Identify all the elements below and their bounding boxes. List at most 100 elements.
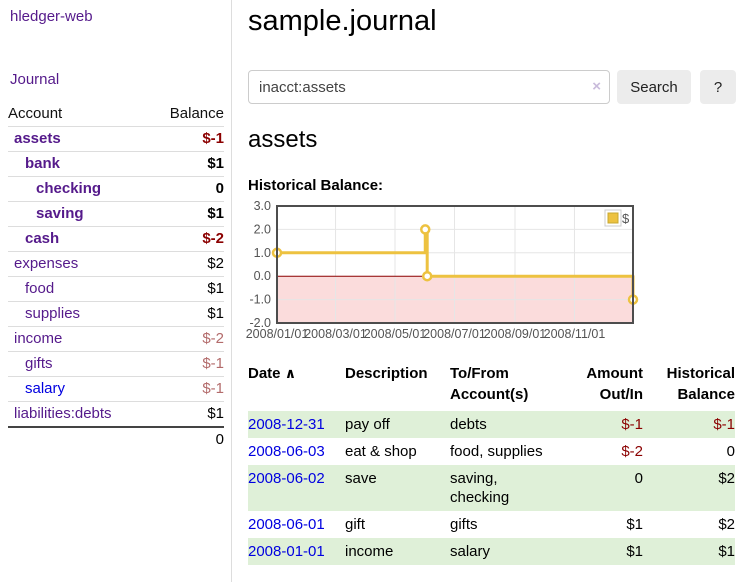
account-link[interactable]: checking [36, 180, 102, 197]
account-row: salary $-1 [8, 376, 224, 402]
account-link[interactable]: bank [25, 155, 61, 172]
register-header-amount: Amount Out/In [586, 365, 643, 403]
x-axis-tick-label: 2008/09/01 [484, 327, 547, 341]
balance-chart: 3.0 2.0 1.0 0.0 -1.0 -2.02008/01/012008/03/01… [246, 200, 639, 341]
account-balance: $1 [149, 201, 224, 227]
transaction-row: 2008-01-01 income salary $1 $1 [248, 538, 735, 565]
account-balance: $-2 [149, 226, 224, 252]
register-header-balance: Historical Balance [666, 365, 735, 403]
y-axis-tick-label: 3.0 [254, 200, 271, 213]
account-link[interactable]: saving [36, 205, 84, 222]
register-table-body: 2008-12-31 pay off debts $-1 $-1 2008-06-03 ea… [248, 411, 735, 565]
accounts-total-row: 0 [8, 426, 224, 452]
x-axis-tick-label: 2008/07/01 [423, 327, 486, 341]
clear-search-icon[interactable]: × [592, 78, 601, 95]
account-row: food $1 [8, 276, 224, 302]
account-row: expenses $2 [8, 251, 224, 277]
transaction-row: 2008-06-01 gift gifts $1 $2 [248, 511, 735, 538]
transaction-row: 2008-12-31 pay off debts $-1 $-1 [248, 411, 735, 438]
accounts-table-body: assets $-1 bank $1 checking 0 saving $1 cash $-2 e… [8, 126, 224, 427]
account-balance: $-1 [149, 351, 224, 377]
account-link[interactable]: cash [25, 230, 60, 247]
journal-link[interactable]: Journal [10, 71, 60, 88]
transaction-accounts: saving, checking [450, 470, 510, 506]
account-balance: $2 [149, 251, 224, 277]
app-title-link[interactable]: hledger-web [10, 8, 93, 25]
transaction-amount: $1 [626, 516, 643, 533]
account-balance: 0 [149, 176, 224, 202]
transaction-description: eat & shop [345, 443, 417, 460]
register-table: Date ∧ Description To/From Account(s) Am… [248, 363, 735, 565]
transaction-row: 2008-06-02 save saving, checking 0 $2 [248, 465, 735, 511]
accounts-header-account: Account [8, 105, 63, 122]
y-axis-tick-label: 2.0 [254, 222, 271, 236]
legend-swatch [607, 212, 619, 224]
search-input[interactable] [248, 70, 610, 104]
account-row: income $-2 [8, 326, 224, 352]
accounts-total-spacer [8, 426, 150, 452]
data-point-marker [420, 224, 431, 235]
account-link[interactable]: food [25, 280, 55, 297]
search-field-wrap: × [248, 70, 610, 104]
account-row: saving $1 [8, 201, 224, 227]
register-header-accounts: To/From Account(s) [450, 365, 529, 403]
y-axis-tick-label: 1.0 [254, 246, 271, 260]
chart-title: Historical Balance: [248, 177, 384, 194]
x-axis-tick-label: 2008/05/01 [364, 327, 427, 341]
transaction-date-link[interactable]: 2008-01-01 [248, 543, 325, 560]
transaction-date-link[interactable]: 2008-06-02 [248, 470, 325, 487]
account-row: assets $-1 [8, 126, 224, 152]
account-balance: $1 [149, 151, 224, 177]
register-header-date: Date ∧ [248, 365, 297, 382]
transaction-balance: $2 [718, 516, 735, 533]
account-link[interactable]: gifts [25, 355, 53, 372]
transaction-date-link[interactable]: 2008-06-03 [248, 443, 325, 460]
account-balance: $1 [149, 276, 224, 302]
register-header-description: Description [345, 365, 428, 382]
transaction-balance: 0 [726, 443, 735, 460]
x-axis-tick-label: 2008/11/01 [544, 327, 606, 341]
account-balance: $-1 [149, 376, 224, 402]
account-link[interactable]: salary [25, 380, 66, 397]
register-header-row: Date ∧ Description To/From Account(s) Am… [248, 363, 735, 411]
data-point-marker [421, 270, 433, 282]
account-link[interactable]: income [14, 330, 63, 347]
account-heading: assets [248, 126, 318, 153]
transaction-row: 2008-06-03 eat & shop food, supplies $-2 0 [248, 438, 735, 465]
transaction-description: save [345, 470, 377, 487]
y-axis-tick-label: 0.0 [254, 269, 271, 283]
account-link[interactable]: assets [14, 130, 61, 147]
x-axis-tick-label: 2008/03/01 [304, 327, 367, 341]
transaction-balance: $-1 [713, 416, 735, 433]
transaction-accounts: salary [450, 543, 491, 560]
account-row: bank $1 [8, 151, 224, 177]
transaction-balance: $2 [718, 470, 735, 487]
transaction-description: pay off [345, 416, 390, 433]
help-button[interactable]: ? [700, 70, 736, 104]
transaction-amount: $-1 [621, 416, 643, 433]
legend-label: $ [622, 211, 630, 226]
account-link[interactable]: liabilities:debts [14, 405, 112, 422]
transaction-accounts: debts [450, 416, 487, 433]
y-axis-tick-label: -2.0 [249, 316, 271, 330]
page-title: sample.journal [248, 5, 437, 37]
transaction-date-link[interactable]: 2008-06-01 [248, 516, 325, 533]
transaction-date-link[interactable]: 2008-12-31 [248, 416, 325, 433]
account-balance: $-2 [149, 326, 224, 352]
x-axis-tick-label: 2008/01/01 [246, 327, 309, 341]
account-link[interactable]: supplies [25, 305, 81, 322]
y-axis-tick-label: -1.0 [249, 293, 271, 307]
search-button[interactable]: Search [617, 70, 691, 104]
account-row: checking 0 [8, 176, 224, 202]
sort-ascending-icon: ∧ [284, 365, 297, 381]
accounts-total-balance: 0 [149, 426, 224, 452]
sidebar: hledger-web Journal Account Balance asse… [0, 0, 232, 582]
transaction-amount: 0 [634, 470, 643, 487]
accounts-header-balance: Balance [169, 105, 224, 122]
account-row: supplies $1 [8, 301, 224, 327]
transaction-amount: $1 [626, 543, 643, 560]
plot-border [276, 205, 634, 324]
transaction-amount: $-2 [621, 443, 643, 460]
account-link[interactable]: expenses [14, 255, 79, 272]
